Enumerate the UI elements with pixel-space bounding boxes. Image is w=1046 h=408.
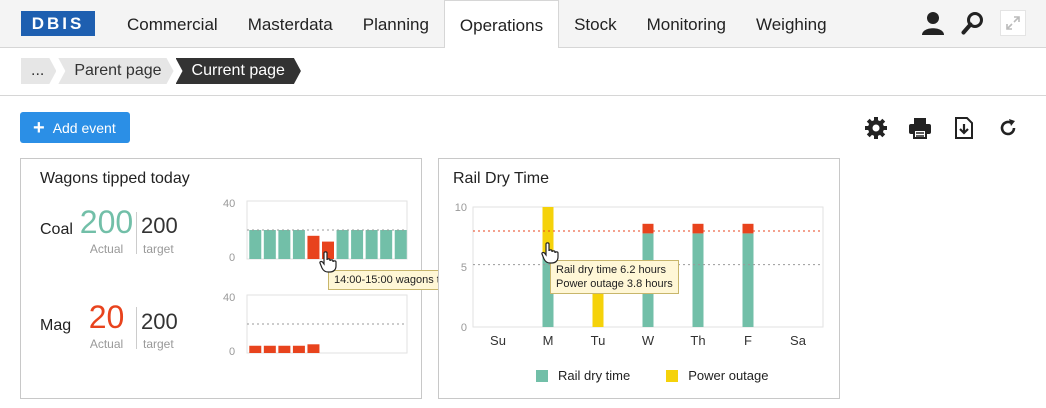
- app-logo[interactable]: DBIS: [21, 11, 95, 36]
- tab-stock[interactable]: Stock: [574, 15, 617, 34]
- rail-bar-rail-dry-time: [542, 252, 554, 327]
- coal-bar: [351, 230, 364, 259]
- mag-bar: [292, 345, 305, 353]
- coal-bar: [394, 230, 407, 259]
- plus-icon: +: [33, 116, 45, 139]
- main-nav: Commercial Masterdata Planning Operation…: [112, 0, 842, 49]
- rail-bar-over-target: [642, 223, 654, 234]
- expand-icon[interactable]: [1000, 10, 1026, 36]
- rail-bar-over-target: [742, 223, 754, 234]
- coal-bar: [263, 230, 276, 259]
- add-event-label: Add event: [52, 119, 116, 136]
- coal-bar: [292, 230, 305, 259]
- mag-ytick-label: 40: [223, 292, 235, 304]
- tab-planning[interactable]: Planning: [362, 15, 429, 34]
- rail-xtick-label: Sa: [790, 333, 807, 348]
- coal-metric: Coal 200 Actual 200 target: [21, 204, 221, 264]
- mag-actual-value: 20: [88, 299, 125, 335]
- coal-bar: [249, 230, 262, 259]
- download-icon[interactable]: [952, 116, 976, 140]
- rail-xtick-label: F: [744, 333, 752, 348]
- rail-ytick-label: 0: [461, 322, 467, 334]
- rail-xtick-label: Tu: [591, 333, 606, 348]
- tab-weighing[interactable]: Weighing: [755, 15, 827, 34]
- coal-target-value: 200: [141, 213, 178, 238]
- user-icon[interactable]: [920, 10, 946, 36]
- coal-chart: 40 0: [223, 198, 408, 264]
- breadcrumb-bar: ... Parent page Current page: [0, 48, 1046, 96]
- mag-bar: [263, 345, 276, 353]
- mag-bar: [307, 344, 320, 353]
- rail-xtick-label: W: [642, 333, 655, 348]
- rail-xtick-label: Th: [690, 333, 705, 348]
- coal-divider: [136, 212, 137, 254]
- hand-cursor-icon: [541, 242, 559, 264]
- mag-chart: 40 0: [223, 292, 408, 358]
- top-bar: DBIS Commercial Masterdata Planning Oper…: [0, 0, 1046, 49]
- coal-target-label: target: [143, 242, 174, 256]
- mag-divider: [136, 307, 137, 349]
- rail-dry-time-panel: Rail Dry Time 10 5 0 Su M Tu W Th F Sa Rail dry t…: [438, 158, 840, 399]
- coal-bar: [336, 230, 349, 259]
- legend-label-outage: Power outage: [688, 368, 769, 383]
- rail-panel-title: Rail Dry Time: [453, 170, 550, 187]
- gear-icon[interactable]: [864, 116, 888, 140]
- mag-actual-label: Actual: [89, 337, 124, 351]
- top-icons: [920, 10, 1026, 36]
- legend-swatch-outage: [666, 369, 679, 382]
- wagons-tipped-panel: Wagons tipped today Coal 200 Actual 200 …: [20, 158, 489, 399]
- rail-xtick-label: Su: [490, 333, 506, 348]
- rail-bar-rail-dry-time: [692, 233, 704, 327]
- mag-bar: [278, 345, 291, 353]
- mag-bar: [249, 345, 262, 353]
- tab-commercial[interactable]: Commercial: [127, 15, 218, 34]
- coal-actual-label: Actual: [89, 242, 124, 256]
- rail-tooltip-line2: Power outage 3.8 hours: [556, 278, 673, 290]
- rail-bar-rail-dry-time: [742, 233, 754, 327]
- rail-legend: Rail dry time Power outage: [536, 368, 768, 383]
- coal-actual-value: 200: [79, 204, 134, 240]
- refresh-icon[interactable]: [996, 116, 1020, 140]
- breadcrumb-parent-page[interactable]: Parent page: [58, 58, 173, 84]
- tab-masterdata[interactable]: Masterdata: [247, 15, 333, 34]
- hand-cursor-icon: [319, 251, 337, 273]
- wagons-panel-title: Wagons tipped today: [40, 170, 190, 187]
- toolbar-icons: [864, 116, 1020, 140]
- coal-bar: [307, 235, 320, 259]
- tab-operations[interactable]: Operations: [443, 0, 560, 49]
- legend-label-dry: Rail dry time: [558, 368, 631, 383]
- rail-ytick-label: 5: [461, 262, 467, 274]
- coal-bar: [278, 230, 291, 259]
- rail-bar-power-outage: [592, 293, 604, 327]
- coal-bar: [380, 230, 393, 259]
- mag-label: Mag: [40, 317, 72, 334]
- coal-label: Coal: [40, 221, 73, 238]
- mag-target-value: 200: [141, 309, 178, 334]
- mag-ytick-label: 0: [229, 346, 235, 358]
- coal-ytick-label: 40: [223, 198, 235, 210]
- breadcrumb-current-page: Current page: [176, 58, 301, 84]
- mag-metric: Mag 20 Actual 200 target: [21, 299, 221, 359]
- tab-monitoring[interactable]: Monitoring: [646, 15, 726, 34]
- legend-swatch-dry: [536, 369, 548, 382]
- coal-ytick-label: 0: [229, 252, 235, 264]
- rail-bar-over-target: [692, 223, 704, 234]
- breadcrumb: ... Parent page Current page: [21, 58, 303, 84]
- rail-bar-power-outage: [542, 207, 554, 253]
- coal-bar: [365, 230, 378, 259]
- rail-tooltip: Rail dry time 6.2 hours Power outage 3.8…: [550, 260, 679, 294]
- add-event-button[interactable]: + Add event: [20, 112, 130, 143]
- search-icon[interactable]: [960, 10, 986, 36]
- rail-xtick-label: M: [543, 333, 554, 348]
- rail-tooltip-line1: Rail dry time 6.2 hours: [556, 264, 667, 276]
- mag-target-label: target: [143, 337, 174, 351]
- print-icon[interactable]: [908, 116, 932, 140]
- breadcrumb-ellipsis[interactable]: ...: [21, 58, 56, 84]
- rail-ytick-label: 10: [455, 202, 467, 214]
